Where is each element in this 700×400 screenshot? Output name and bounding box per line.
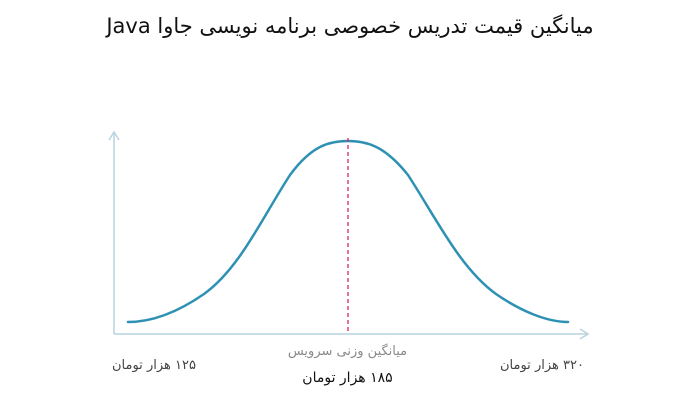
mean-caption: میانگین وزنی سرویس — [287, 344, 408, 359]
chart-title: میانگین قیمت تدریس خصوصی برنامه نویسی جا… — [106, 14, 594, 38]
x-min-tick-label: ۱۲۵ هزار تومان — [112, 358, 196, 373]
mean-value-label: ۱۸۵ هزار تومان — [302, 370, 393, 386]
x-max-tick-label: ۳۲۰ هزار تومان — [500, 358, 584, 373]
x-axis-arrow — [579, 328, 590, 340]
y-axis-arrow — [108, 130, 120, 141]
